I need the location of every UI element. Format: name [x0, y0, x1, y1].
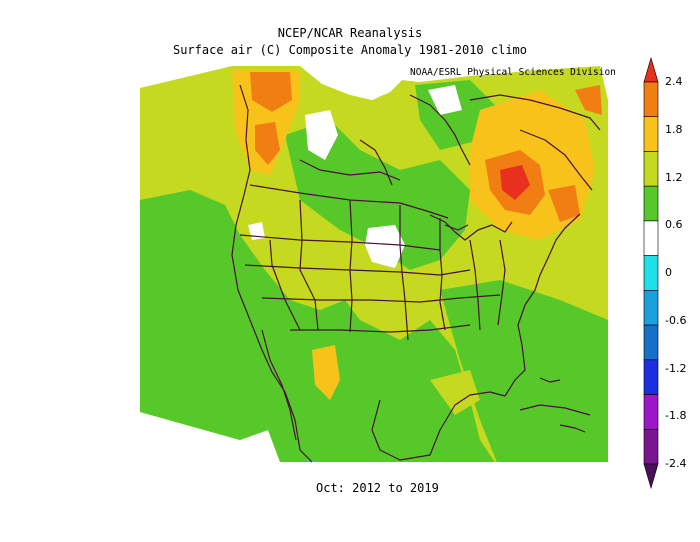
- colorbar-tick-label: 0: [665, 266, 672, 279]
- anomaly-field-green: [285, 120, 470, 270]
- colorbar-swatch: [643, 185, 659, 222]
- colorbar-tick-label: 1.2: [665, 170, 683, 184]
- anomaly-field-green: [440, 280, 608, 462]
- colorbar-swatch: [643, 428, 659, 465]
- chart-subtitle: Surface air (C) Composite Anomaly 1981-2…: [172, 43, 527, 57]
- map-mask: [372, 60, 420, 100]
- colorbar-swatch: [643, 324, 659, 361]
- colorbar-top-arrow: [643, 56, 659, 83]
- colorbar-tick-label: 2.4: [665, 75, 683, 88]
- anomaly-field-white: [305, 110, 338, 160]
- anomaly-field-green: [150, 250, 215, 340]
- colorbar-swatch: [643, 290, 659, 326]
- credit-label: NOAA/ESRL Physical Sciences Division: [410, 67, 616, 78]
- anomaly-field-orange: [575, 85, 602, 115]
- colorbar-tick-label: -0.6: [665, 313, 687, 327]
- colorbar-tick-label: -1.2: [665, 361, 687, 375]
- chart-title: NCEP/NCAR Reanalysis: [277, 26, 423, 40]
- anomaly-field-red: [500, 165, 530, 200]
- colorbar-swatch: [643, 116, 659, 152]
- colorbar-swatch: [643, 255, 659, 291]
- anomaly-field-orange: [548, 185, 580, 222]
- anomaly-field-orange: [255, 122, 280, 165]
- colorbar-swatch: [643, 81, 659, 118]
- colorbar-bottom-arrow: [643, 463, 659, 490]
- anomaly-field-white: [428, 85, 462, 115]
- map-boundaries: [231, 84, 601, 463]
- anomaly-field-orange: [250, 72, 292, 112]
- colorbar-tick-label: -2.4: [665, 457, 687, 470]
- colorbar-tick-label: -1.8: [665, 409, 687, 423]
- anomaly-field-white: [365, 225, 405, 268]
- anomaly-field-yellow: [430, 370, 480, 415]
- colorbar-tick-label: 0.6: [665, 218, 683, 232]
- period-label: Oct: 2012 to 2019: [316, 481, 439, 495]
- colorbar-swatch: [643, 151, 659, 187]
- colorbar-swatch: [643, 359, 659, 395]
- colorbar-swatch: [643, 394, 659, 430]
- colorbar-tick-label: 1.8: [665, 122, 683, 136]
- anomaly-field-yellow: [312, 345, 340, 400]
- colorbar-swatch: [643, 220, 659, 256]
